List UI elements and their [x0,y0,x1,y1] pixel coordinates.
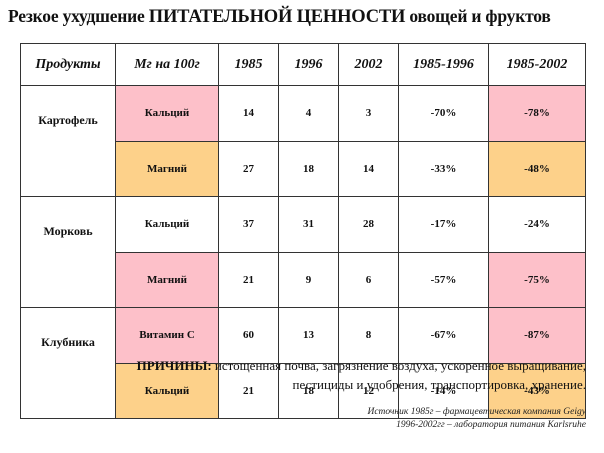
nutrient-cell: Магний [115,140,219,197]
table-header-row: Продукты Мг на 100г 1985 1996 2002 1985-… [20,43,586,86]
change-1996-cell: -70% [398,85,489,142]
product-cell: Клубника [20,307,116,363]
title-emphasis: ПИТАТЕЛЬНОЙ ЦЕННОСТИ [148,7,406,27]
nutrient-cell: Кальций [115,196,219,253]
header-change-1985-2002: 1985-2002 [488,43,586,86]
product-cell: Картофель [20,85,116,141]
title-suffix: овощей и фруктов [405,6,551,26]
change-1996-cell: -33% [398,140,489,197]
reasons-line-2: пестициды и удобрения, транспортировка, … [292,377,586,392]
header-products: Продукты [20,43,116,86]
table-row: Картофель Кальций 14 4 3 -70% -78% [20,85,586,142]
value-1996-cell: 13 [278,307,339,364]
change-1996-cell: -17% [398,196,489,253]
change-2002-cell: -48% [488,140,586,197]
reasons-line-1: ПРИЧИНЫ: истощенная почва, загрязнение в… [30,356,586,375]
table-row: Клубника Витамин С 60 13 8 -67% -87% [20,307,586,364]
value-1985-cell: 60 [218,307,279,364]
change-1996-cell: -57% [398,251,489,308]
change-2002-cell: -75% [488,251,586,308]
value-2002-cell: 28 [338,196,399,253]
value-1996-cell: 18 [278,140,339,197]
table-row: Магний 21 9 6 -57% -75% [20,251,586,308]
value-2002-cell: 14 [338,140,399,197]
product-cell: Морковь [20,196,116,252]
value-1985-cell: 21 [218,251,279,308]
source-note: Источник 1985г – фармацевтическая компан… [186,406,586,432]
value-2002-cell: 8 [338,307,399,364]
change-1996-cell: -67% [398,307,489,364]
value-2002-cell: 6 [338,251,399,308]
header-2002: 2002 [338,43,399,86]
reasons-text: ПРИЧИНЫ: истощенная почва, загрязнение в… [30,356,586,394]
value-1985-cell: 37 [218,196,279,253]
nutrition-table: Продукты Мг на 100г 1985 1996 2002 1985-… [20,43,586,419]
value-1996-cell: 9 [278,251,339,308]
product-cell-empty [20,141,116,197]
value-2002-cell: 12 [338,362,399,419]
reasons-label: ПРИЧИНЫ: [136,358,212,373]
header-1985: 1985 [218,43,279,86]
title-prefix: Резкое ухудшение [8,6,149,26]
value-1985-cell: 14 [218,85,279,142]
reasons-line-1-text: истощенная почва, загрязнение воздуха, у… [211,358,586,373]
table-row: Морковь Кальций 37 31 28 -17% -24% [20,196,586,253]
header-mg-per-100g: Мг на 100г [115,43,219,86]
nutrient-cell: Витамин С [115,307,219,364]
change-2002-cell: -24% [488,196,586,253]
nutrient-cell: Кальций [115,85,219,142]
change-1996-cell: -14% [398,362,489,419]
value-2002-cell: 3 [338,85,399,142]
change-2002-cell: -78% [488,85,586,142]
page-title: Резкое ухудшение ПИТАТЕЛЬНОЙ ЦЕННОСТИ ов… [8,6,600,28]
nutrient-cell: Магний [115,251,219,308]
value-1996-cell: 4 [278,85,339,142]
table-row: Магний 27 18 14 -33% -48% [20,140,586,197]
value-1996-cell: 31 [278,196,339,253]
nutrient-cell: Кальций [115,362,219,419]
header-change-1985-1996: 1985-1996 [398,43,489,86]
header-1996: 1996 [278,43,339,86]
product-cell-empty [20,252,116,308]
change-2002-cell: -87% [488,307,586,364]
table-row: Кальций 21 18 12 -14% -43% [20,362,586,419]
source-line-1: Источник 1985г – фармацевтическая компан… [367,407,586,417]
source-line-2: 1996-2002гг – лаборатория питания Karlsr… [396,420,586,430]
value-1985-cell: 27 [218,140,279,197]
change-2002-cell: -43% [488,362,586,419]
